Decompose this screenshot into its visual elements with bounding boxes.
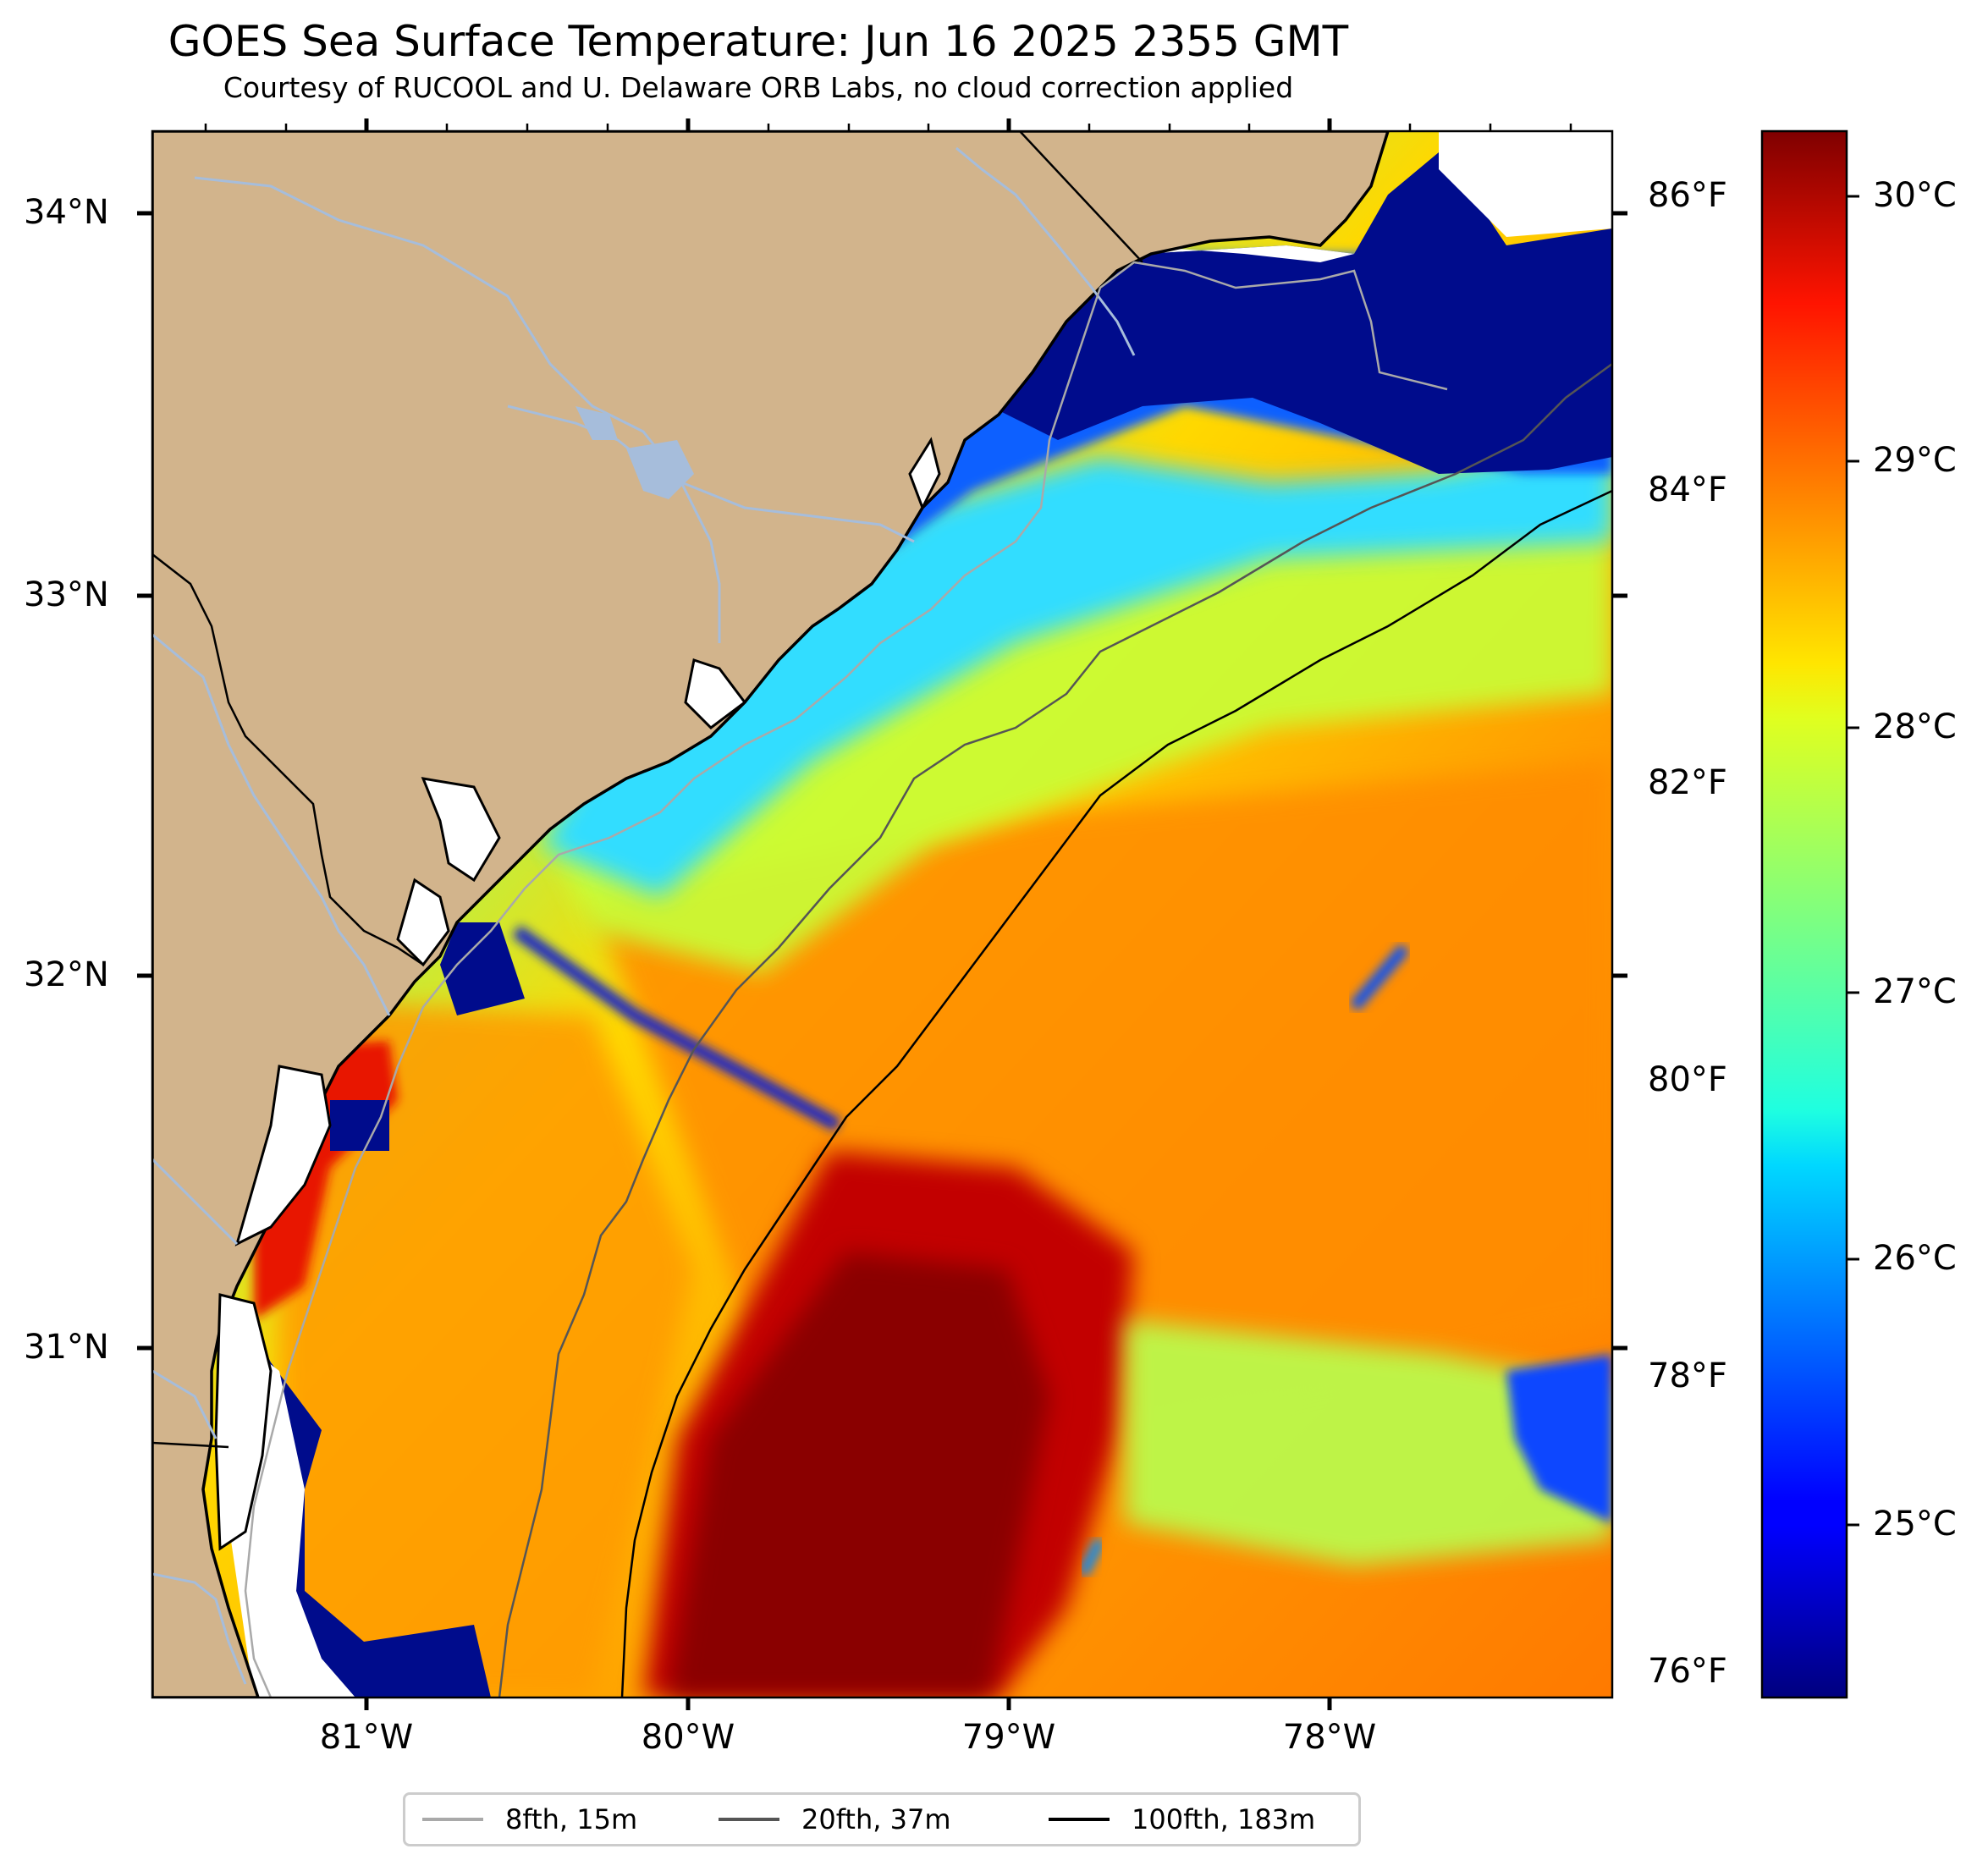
cbar-label-29: 29°C	[1873, 441, 1957, 480]
no-data-region-coast	[1134, 245, 1354, 262]
sst-port-royal-navy	[440, 922, 525, 1015]
sst-inner-shelf-cool	[542, 440, 1612, 973]
estuary-charleston	[684, 658, 747, 729]
legend-swatch-8fth	[422, 1818, 483, 1821]
sst-southeast-cool-patch	[1126, 1320, 1612, 1566]
f-label-82: 82°F	[1648, 763, 1727, 802]
f-label-80: 80°F	[1648, 1060, 1727, 1099]
sst-gulf-stream-core-dark	[669, 1252, 1049, 1698]
lon-label-79: 79°W	[961, 1718, 1056, 1757]
cbar-label-30: 30°C	[1873, 176, 1957, 215]
lon-label-80: 80°W	[641, 1718, 735, 1757]
lat-label-31: 31°N	[24, 1328, 109, 1367]
sst-savannah-navy	[330, 1100, 389, 1151]
sst-southeast-blue-patch	[1506, 1354, 1612, 1523]
lake-marion	[626, 440, 694, 499]
cbar-label-28: 28°C	[1873, 707, 1957, 746]
map-frame	[151, 129, 1614, 1699]
axis-minor-ticks	[204, 124, 1572, 131]
isobath-8fth	[244, 261, 1448, 1698]
sst-small-cold-streak	[1078, 1538, 1105, 1577]
map-subtitle: Courtesy of RUCOOL and U. Delaware ORB L…	[223, 71, 1294, 104]
f-label-76: 76°F	[1648, 1652, 1727, 1691]
legend-item-20fth: 20fth, 37m	[719, 1795, 950, 1844]
estuary-georgia-sounds	[234, 1065, 332, 1246]
river-satilla	[152, 1369, 218, 1439]
sst-nearshore-cold-navy	[973, 152, 1612, 474]
legend-label-20fth: 20fth, 37m	[801, 1803, 951, 1835]
river-santee	[507, 404, 915, 543]
legend-item-8fth: 8fth, 15m	[422, 1795, 637, 1844]
map-area	[152, 131, 1612, 1698]
rivers	[152, 146, 1136, 1685]
sst-southwest-shelf	[279, 999, 694, 1698]
f-label-86: 86°F	[1648, 176, 1727, 215]
no-data-region-north	[1439, 131, 1612, 237]
isobath-legend: 8fth, 15m 20fth, 37m 100fth, 183m	[403, 1792, 1361, 1846]
lon-label-78: 78°W	[1282, 1718, 1377, 1757]
river-pee-dee	[194, 176, 721, 643]
border-sc-ga	[152, 553, 424, 966]
cbar-label-26: 26°C	[1873, 1239, 1957, 1278]
lon-label-81: 81°W	[319, 1718, 414, 1757]
estuary-winyah	[908, 437, 941, 511]
sst-cold-filament	[512, 925, 841, 1132]
lat-label-34: 34°N	[24, 193, 109, 232]
lat-label-33: 33°N	[24, 575, 109, 614]
river-waccamaw	[955, 146, 1136, 356]
estuary-st-helena	[421, 777, 501, 883]
river-altamaha	[152, 1158, 239, 1246]
legend-swatch-100fth	[1049, 1818, 1110, 1821]
border-ga-fl	[152, 1441, 229, 1449]
river-savannah	[152, 633, 391, 1016]
border-nc-sc	[1019, 131, 1143, 263]
legend-label-100fth: 100fth, 183m	[1132, 1803, 1316, 1835]
river-st-johns	[152, 1572, 247, 1685]
estuary-st-marys	[214, 1293, 273, 1551]
cbar-label-27: 27°C	[1873, 972, 1957, 1011]
f-label-78: 78°F	[1648, 1356, 1727, 1395]
f-label-84: 84°F	[1648, 471, 1727, 509]
estuary-port-royal	[396, 878, 450, 967]
state-borders	[152, 131, 1143, 1449]
legend-swatch-20fth	[719, 1818, 779, 1821]
lake-moultrie	[575, 406, 618, 440]
legend-label-8fth: 8fth, 15m	[505, 1803, 638, 1835]
lat-label-32: 32°N	[24, 955, 109, 994]
axis-ticks	[137, 118, 1627, 1710]
isobath-100fth	[620, 489, 1612, 1698]
cbar-label-25: 25°C	[1873, 1505, 1957, 1544]
sst-offshore-cold-eddy	[1349, 944, 1410, 1011]
isobath-20fth	[498, 362, 1612, 1698]
map-title: GOES Sea Surface Temperature: Jun 16 202…	[168, 17, 1349, 66]
legend-item-100fth: 100fth, 183m	[1049, 1795, 1315, 1844]
sst-georgia-navy-band	[254, 1329, 491, 1698]
sst-nearshore-upwelling-cyan	[542, 440, 1612, 897]
